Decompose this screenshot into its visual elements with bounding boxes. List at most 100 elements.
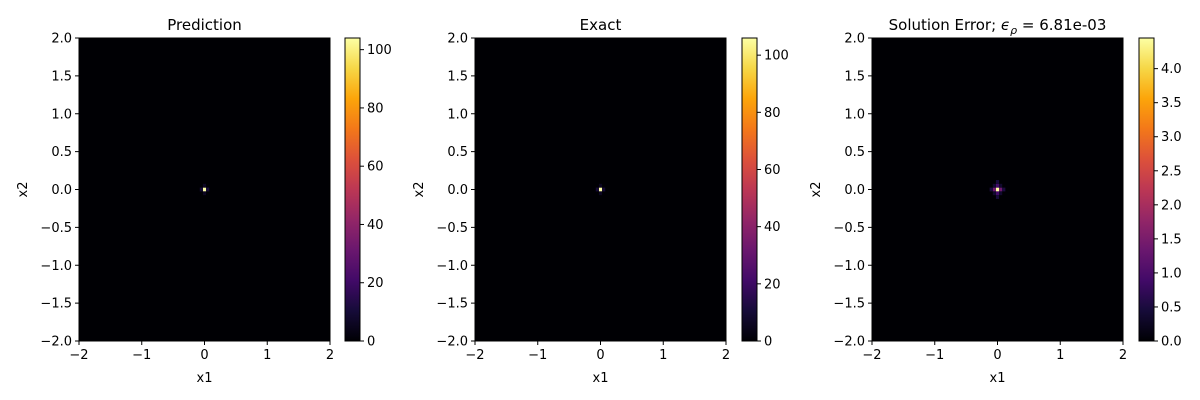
y-tick-label: 1.0 [51, 107, 72, 122]
heatmap-cell [995, 187, 1000, 192]
y-axis-label: x2 [412, 182, 427, 198]
title-symbol: ϵ [1001, 16, 1010, 34]
y-tick-label: −1.5 [40, 297, 72, 312]
x-tick-label: 1 [659, 348, 667, 363]
x-tick-label: −1 [528, 348, 547, 363]
x-tick-label: −1 [925, 348, 944, 363]
colorbar-tick-label: 0 [764, 335, 772, 350]
x-tick-label: −2 [862, 348, 881, 363]
colorbar-tick-label: 40 [764, 220, 781, 235]
heatmap-cell [598, 183, 603, 188]
colorbar-tick-label: 40 [367, 218, 384, 233]
chart-panel-1: −2 −1 0 1 2 −2.0 −1.5 −1.0 −0.5 0.0 0.5 1.0 1.5 2.0 x1… [16, 16, 392, 386]
x-tick-label: −2 [465, 348, 484, 363]
y-axis-label: x2 [16, 182, 31, 198]
heatmap-cell [995, 180, 1000, 184]
title-subscript: ρ [1010, 24, 1017, 37]
colorbar-tick-label: 3.0 [1161, 130, 1182, 145]
x-tick-label: 2 [1119, 348, 1127, 363]
chart-title: Solution Error; ϵρ = 6.81e-03 [889, 16, 1107, 37]
x-axis-label: x1 [197, 371, 213, 386]
colorbar-tick-label: 60 [764, 163, 781, 178]
heatmap-cell [202, 183, 207, 188]
colorbar-tick-label: 20 [367, 276, 384, 291]
x-axis-label: x1 [990, 371, 1006, 386]
colorbar [345, 38, 360, 341]
title-prefix: Solution Error; [889, 16, 1001, 34]
heatmap-cell [995, 191, 1000, 196]
x-tick-label: 2 [326, 348, 334, 363]
colorbar [742, 38, 757, 341]
y-tick-label: −0.5 [436, 221, 468, 236]
x-axis-label: x1 [593, 371, 609, 386]
x-tick-label: 1 [263, 348, 271, 363]
y-tick-label: 0.0 [447, 183, 468, 198]
heatmap-cell [595, 187, 599, 192]
y-tick-label: 1.5 [51, 69, 72, 84]
colorbar-tick-label: 80 [764, 106, 781, 121]
heatmap-cell [202, 187, 207, 192]
x-tick-label: 0 [993, 348, 1001, 363]
chart-panel-2: −2 −1 0 1 2 −2.0 −1.5 −1.0 −0.5 0.0 0.5 1.0 1.5 2.0 x1… [412, 16, 789, 386]
colorbar-tick-label: 2.0 [1161, 198, 1182, 213]
colorbar-tick-label: 20 [764, 277, 781, 292]
x-tick-label: 1 [1056, 348, 1064, 363]
y-tick-label: −1.0 [40, 259, 72, 274]
colorbar-tick-label: 2.5 [1161, 164, 1182, 179]
y-tick-label: −1.5 [436, 297, 468, 312]
y-tick-label: 2.0 [447, 32, 468, 47]
x-tick-label: 0 [596, 348, 604, 363]
heatmap-cell [202, 191, 207, 196]
y-tick-label: −2.0 [833, 335, 865, 350]
y-tick-label: 0.0 [844, 183, 865, 198]
y-tick-label: 0.0 [51, 183, 72, 198]
y-tick-label: −2.0 [436, 335, 468, 350]
y-tick-label: 2.0 [51, 32, 72, 47]
colorbar-tick-label: 0 [367, 335, 375, 350]
y-tick-label: −2.0 [40, 335, 72, 350]
heatmap-cell [999, 183, 1003, 188]
colorbar-tick-label: 100 [367, 43, 392, 58]
y-axis-label: x2 [809, 182, 824, 198]
colorbar-tick-label: 4.0 [1161, 62, 1182, 77]
y-tick-label: −1.5 [833, 297, 865, 312]
colorbar-frame [1138, 37, 1155, 342]
colorbar-tick-label: 80 [367, 101, 384, 116]
y-tick-label: 0.5 [51, 145, 72, 160]
colorbar-tick-label: 0.0 [1161, 335, 1182, 350]
heatmap-cell [602, 187, 606, 192]
chart-panel-3: −2 −1 0 1 2 −2.0 −1.5 −1.0 −0.5 0.0 0.5 1.0 1.5 2.0 x1… [809, 16, 1182, 386]
heatmap-cell [989, 187, 993, 192]
y-tick-label: −1.0 [436, 259, 468, 274]
y-tick-label: 1.5 [844, 69, 865, 84]
y-tick-label: 2.0 [844, 32, 865, 47]
y-tick-label: −0.5 [40, 221, 72, 236]
y-tick-label: 1.5 [447, 69, 468, 84]
heatmap-cell [206, 187, 210, 192]
heatmap-cell [999, 187, 1003, 192]
colorbar [1139, 38, 1154, 341]
heatmap-cell [598, 187, 603, 192]
heatmap-cell [999, 191, 1003, 196]
x-tick-label: 0 [200, 348, 208, 363]
chart-title: Prediction [167, 16, 242, 34]
y-tick-label: −0.5 [833, 221, 865, 236]
y-tick-label: 1.0 [844, 107, 865, 122]
colorbar-tick-label: 0.5 [1161, 300, 1182, 315]
colorbar-tick-label: 1.0 [1161, 266, 1182, 281]
y-tick-label: −1.0 [833, 259, 865, 274]
colorbar-frame [344, 37, 361, 342]
heatmap-cell [1002, 187, 1006, 192]
title-suffix: = 6.81e-03 [1017, 16, 1106, 34]
y-tick-label: 0.5 [447, 145, 468, 160]
colorbar-tick-label: 100 [764, 49, 789, 64]
heatmap-cell [992, 191, 996, 196]
chart-title: Exact [580, 16, 622, 34]
y-tick-label: 1.0 [447, 107, 468, 122]
colorbar-frame [741, 37, 758, 342]
colorbar-tick-label: 60 [367, 160, 384, 175]
heatmap-cell [598, 191, 603, 196]
x-tick-label: −2 [69, 348, 88, 363]
x-tick-label: −1 [132, 348, 151, 363]
